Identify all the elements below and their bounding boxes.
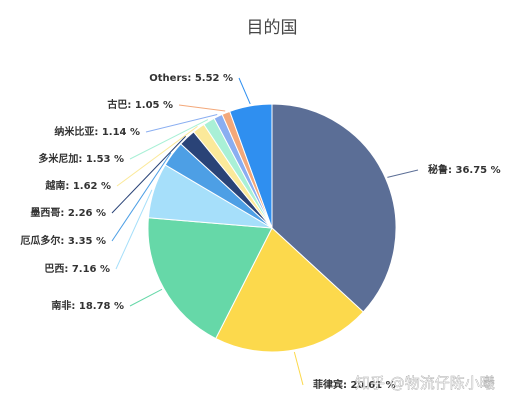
watermark: 知乎 @物流仔陈小曦 <box>355 374 495 392</box>
slice-label-2: 南非: 18.78 % <box>51 299 124 312</box>
leader-line-4 <box>111 152 172 242</box>
slice-label-3: 巴西: 7.16 % <box>44 263 110 275</box>
leader-line-7 <box>129 119 209 160</box>
leader-lines <box>111 77 419 386</box>
leader-line-3 <box>115 189 153 270</box>
leader-line-6 <box>116 126 198 187</box>
slice-label-0: 秘鲁: 36.75 % <box>428 163 501 176</box>
leader-line-2 <box>129 288 163 307</box>
leader-line-10 <box>238 77 251 105</box>
leader-line-5 <box>111 135 187 214</box>
chart-title: 目的国 <box>247 18 298 38</box>
leader-line-8 <box>145 114 218 133</box>
slice-label-7: 多米尼加: 1.53 % <box>38 152 124 165</box>
pie-slice-1[interactable] <box>215 227 364 353</box>
slice-label-8: 纳米比亚: 1.14 % <box>54 125 140 138</box>
pie-slice-0[interactable] <box>271 103 397 313</box>
pie-slices <box>147 103 397 353</box>
leader-line-9 <box>178 104 226 112</box>
leader-line-1 <box>293 351 304 386</box>
slice-label-6: 越南: 1.62 % <box>44 179 111 192</box>
slice-label-9: 古巴: 1.05 % <box>107 98 173 111</box>
slice-label-1: 菲律宾: 20.61 % <box>313 378 396 391</box>
slice-labels: 秘鲁: 36.75 % 菲律宾: 20.61 % 南非: 18.78 % 巴西: 7.… <box>20 73 500 391</box>
slice-label-4: 厄瓜多尔: 3.35 % <box>20 234 106 247</box>
leader-line-0 <box>387 169 419 178</box>
pie-slice-2[interactable] <box>147 217 273 340</box>
slice-label-5: 墨西哥: 2.26 % <box>30 207 106 219</box>
slice-label-10: Others: 5.52 % <box>149 73 233 84</box>
pie-slice-10[interactable] <box>229 103 273 229</box>
